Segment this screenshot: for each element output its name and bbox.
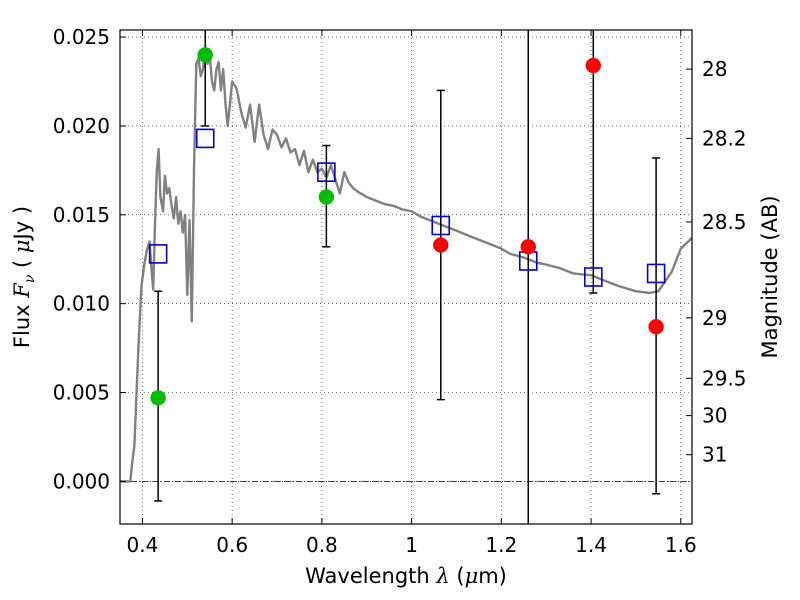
y-tick-label: 0.005 (53, 381, 110, 405)
measured-flux-point (433, 237, 449, 253)
measured-flux-point (150, 390, 166, 406)
y-axis-ticks: 0.000 0.005 0.010 0.015 0.020 0.025 (53, 25, 126, 493)
measured-flux-point (585, 57, 602, 74)
template-spectrum (120, 50, 693, 483)
right-tick-label: 28.2 (702, 126, 747, 150)
measured-flux-markers (150, 47, 664, 406)
x-tick-label: 1.2 (485, 533, 517, 557)
model-flux-square (431, 215, 451, 236)
right-tick-label: 29 (702, 306, 727, 330)
right-axis-title: Magnitude (AB) (758, 195, 782, 358)
spectrum-line (120, 50, 693, 483)
right-tick-label: 28.5 (702, 210, 747, 234)
model-flux-square (317, 162, 336, 182)
model-flux-square (646, 263, 666, 284)
plot-frame (119, 29, 693, 525)
y-axis-title: Flux Fν ( μJy ) (10, 206, 38, 348)
x-tick-label: 1 (405, 533, 418, 557)
model-flux-markers (148, 128, 666, 287)
x-tick-label: 1.4 (575, 533, 607, 557)
x-axis-title: Wavelength λ (μm) (305, 564, 507, 588)
x-tick-label: 0.6 (216, 533, 248, 557)
measured-flux-point (318, 189, 335, 205)
right-axis-ticks: 28 28.2 28.5 29 29.5 30 31 (686, 57, 747, 467)
y-tick-label: 0.015 (53, 203, 110, 227)
measured-flux-point (197, 47, 213, 63)
x-tick-label: 0.4 (127, 533, 159, 557)
y-tick-label: 0.025 (53, 25, 110, 49)
y-tick-label: 0.010 (53, 292, 110, 316)
x-tick-label: 0.8 (306, 533, 338, 557)
right-tick-label: 28 (702, 57, 727, 81)
y-tick-label: 0.000 (53, 469, 110, 493)
model-flux-square (195, 128, 215, 149)
measured-flux-point (648, 319, 664, 335)
model-flux-square (584, 267, 603, 287)
measured-flux-point (520, 239, 537, 255)
right-tick-label: 31 (702, 443, 727, 467)
x-axis-ticks: 0.4 0.6 0.8 1 1.2 1.4 1.6 (127, 30, 697, 557)
model-flux-square (148, 244, 168, 264)
right-tick-label: 30 (702, 404, 727, 428)
y-tick-label: 0.020 (53, 114, 110, 138)
x-tick-label: 1.6 (665, 533, 697, 557)
right-tick-label: 29.5 (702, 366, 747, 390)
